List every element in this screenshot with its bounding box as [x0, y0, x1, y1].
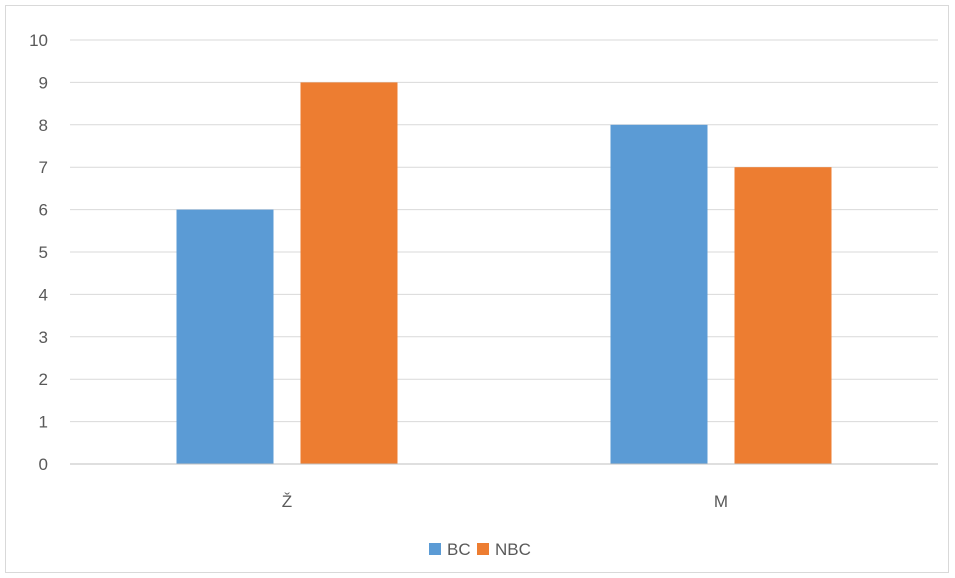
legend-label-bc: BC: [447, 540, 471, 559]
legend: BC NBC: [429, 540, 531, 559]
y-tick-label: 10: [29, 31, 48, 50]
x-tick-label: Ž: [282, 492, 292, 511]
y-tick-label: 8: [39, 116, 48, 135]
y-tick-label: 9: [39, 73, 48, 92]
x-tick-label: M: [714, 492, 728, 511]
legend-swatch-nbc: [477, 543, 489, 555]
y-tick-label: 1: [39, 413, 48, 432]
legend-swatch-bc: [429, 543, 441, 555]
y-tick-label: 3: [39, 328, 48, 347]
bar-nbc-0: [300, 82, 398, 465]
y-tick-label: 4: [39, 285, 48, 304]
y-tick-label: 2: [39, 370, 48, 389]
y-axis: 0 1 2 3 4 5 6 7 8 9 10: [29, 31, 48, 474]
bar-bc-1: [610, 124, 708, 465]
bar-nbc-1: [734, 167, 832, 464]
y-tick-label: 7: [39, 158, 48, 177]
bar-bc-0: [176, 209, 274, 464]
y-tick-label: 5: [39, 243, 48, 262]
legend-label-nbc: NBC: [495, 540, 531, 559]
y-tick-label: 6: [39, 201, 48, 220]
chart-frame: [5, 5, 949, 573]
y-tick-label: 0: [39, 455, 48, 474]
bars: [176, 82, 832, 465]
